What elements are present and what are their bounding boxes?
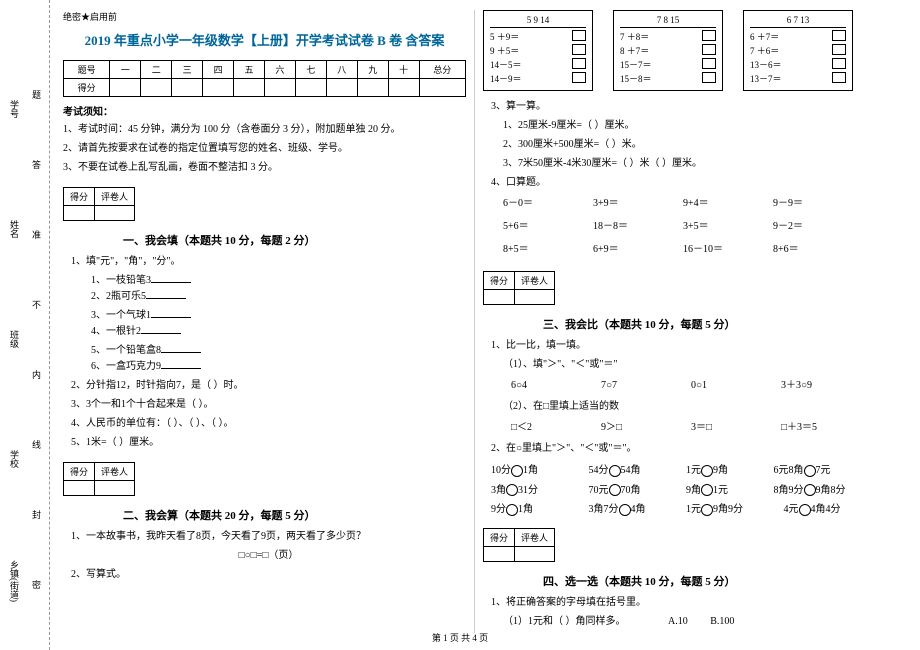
section-1-title: 一、我会填（本题共 10 分，每题 2 分）	[123, 232, 466, 248]
section-score-box: 得分评卷人	[63, 187, 135, 221]
exam-title: 2019 年重点小学一年级数学【上册】开学考试试卷 B 卷 含答案	[63, 31, 466, 52]
bind-label: 乡镇(街道)	[8, 560, 21, 602]
s4q1-item: （1）1元和（ ）角同样多。 A.10 B.100	[503, 614, 887, 630]
money-compare-row: 10分1角 54分54角 1元9角 6元8角7元	[491, 461, 887, 477]
q1-item: 1、一枝铅笔3	[91, 273, 271, 289]
calc-box-group: 5 9 14 5 ＋9＝ 9 ＋5＝ 14－5＝ 14－9＝ 7 8 15 7 …	[483, 10, 887, 91]
bind-label: 学号	[8, 100, 21, 118]
bind-mark: 密	[30, 580, 43, 589]
s2q3-stem: 3、算一算。	[491, 99, 887, 115]
q1-item: 2、2瓶可乐5	[91, 289, 271, 305]
compare-row: 6○47○70○13＋3○9	[511, 376, 887, 396]
notice-item: 1、考试时间：45 分钟，满分为 100 分（含卷面分 3 分），附加题单独 2…	[63, 122, 466, 137]
s2q1-expr: □○□=□（页）	[71, 548, 466, 564]
bind-label: 班级	[8, 330, 21, 348]
section-4-title: 四、选一选（本题共 10 分，每题 5 分）	[543, 573, 887, 589]
s3q1-line1: （1）、填"＞"、"＜"或"＝"	[503, 357, 887, 373]
s2q3-item: 1、25厘米-9厘米=（ ）厘米。	[503, 118, 887, 134]
notice-item: 3、不要在试卷上乱写乱画，卷面不整洁扣 3 分。	[63, 160, 466, 175]
calc-box: 5 9 14 5 ＋9＝ 9 ＋5＝ 14－5＝ 14－9＝	[483, 10, 593, 91]
notice-title: 考试须知：	[63, 103, 466, 118]
s2q1: 1、一本故事书，我昨天看了8页，今天看了9页，两天看了多少页？	[71, 529, 466, 545]
s3q2: 2、在○里填上"＞"、"＜"或"＝"。	[491, 441, 887, 457]
q5: 5、1米=（ ）厘米。	[71, 435, 466, 451]
section-score-box: 得分评卷人	[483, 271, 555, 305]
section-2-title: 二、我会算（本题共 20 分，每题 5 分）	[123, 507, 466, 523]
bind-mark: 不	[30, 300, 43, 309]
q1-item: 5、一个铅笔盒8	[91, 343, 271, 359]
s2q2: 2、写算式。	[71, 567, 466, 583]
calc-row: 8+5＝6+9＝16－10＝8+6＝	[503, 240, 887, 260]
left-column: 绝密★启用前 2019 年重点小学一年级数学【上册】开学考试试卷 B 卷 含答案…	[55, 10, 475, 633]
q2: 2、分针指12，时针指向7，是（ ）时。	[71, 378, 466, 394]
score-table: 题号一二三四五六七八九十总分 得分	[63, 60, 466, 97]
money-compare-row: 9分1角 3角7分4角 1元9角9分 4元4角4分	[491, 500, 887, 516]
page-footer: 第 1 页 共 4 页	[0, 631, 920, 644]
s2q4-stem: 4、口算题。	[491, 175, 887, 191]
bind-mark: 准	[30, 230, 43, 239]
s3q1-line2: （2）、在□里填上适当的数	[503, 399, 887, 415]
bind-label: 姓名	[8, 220, 21, 238]
bind-mark: 封	[30, 510, 43, 519]
compare-row: □＜29＞□3＝□□＋3＝5	[511, 418, 887, 438]
right-column: 5 9 14 5 ＋9＝ 9 ＋5＝ 14－5＝ 14－9＝ 7 8 15 7 …	[475, 10, 895, 633]
bind-mark: 线	[30, 440, 43, 449]
s2q3-item: 2、300厘米+500厘米=（ ）米。	[503, 137, 887, 153]
section-score-box: 得分评卷人	[63, 462, 135, 496]
page-content: 绝密★启用前 2019 年重点小学一年级数学【上册】开学考试试卷 B 卷 含答案…	[55, 10, 915, 633]
calc-row: 5+6＝18－8＝3+5＝9－2＝	[503, 217, 887, 237]
q4: 4、人民币的单位有：（ ）、（ ）、（ ）。	[71, 416, 466, 432]
q1-stem: 1、填"元"，"角"，"分"。	[71, 254, 466, 270]
binding-margin: 乡镇(街道) 学校 班级 姓名 学号 密 封 线 内 不 准 答 题	[0, 0, 50, 650]
table-row: 得分	[64, 78, 466, 96]
calc-box: 6 7 13 6 ＋7＝ 7 ＋6＝ 13－6＝ 13－7＝	[743, 10, 853, 91]
s2q3-item: 3、7米50厘米-4米30厘米=（ ）米（ ）厘米。	[503, 156, 887, 172]
notice-item: 2、请首先按要求在试卷的指定位置填写您的姓名、班级、学号。	[63, 141, 466, 156]
bind-label: 学校	[8, 450, 21, 468]
s3q1-stem: 1、比一比，填一填。	[491, 338, 887, 354]
s4q1-stem: 1、将正确答案的字母填在括号里。	[491, 595, 887, 611]
bind-mark: 内	[30, 370, 43, 379]
money-compare-row: 3角31分 70元70角 9角1元 8角9分9角8分	[491, 481, 887, 497]
bind-mark: 答	[30, 160, 43, 169]
section-3-title: 三、我会比（本题共 10 分，每题 5 分）	[543, 316, 887, 332]
secret-label: 绝密★启用前	[63, 10, 466, 23]
section-score-box: 得分评卷人	[483, 528, 555, 562]
table-row: 题号一二三四五六七八九十总分	[64, 60, 466, 78]
q1-item: 3、一个气球1	[91, 308, 271, 324]
q1-item: 4、一根针2	[91, 324, 271, 340]
calc-row: 6－0＝3+9＝9+4＝9－9＝	[503, 194, 887, 214]
q1-item: 6、一盒巧克力9	[91, 359, 271, 375]
q3: 3、3个一和1个十合起来是（ ）。	[71, 397, 466, 413]
calc-box: 7 8 15 7 ＋8＝ 8 ＋7＝ 15－7＝ 15－8＝	[613, 10, 723, 91]
bind-mark: 题	[30, 90, 43, 99]
